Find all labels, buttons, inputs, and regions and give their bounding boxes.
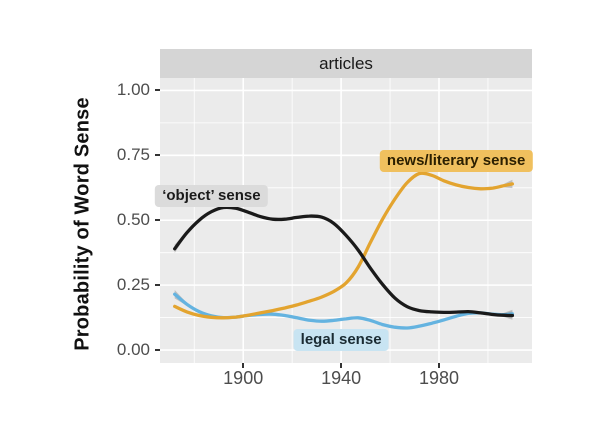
x-axis-tick-mark: [340, 363, 343, 368]
x-axis-tick-mark: [242, 363, 245, 368]
y-axis-tick-mark: [155, 284, 160, 287]
object-sense-label: ‘object’ sense: [155, 185, 268, 208]
y-axis-title: Probability of Word Sense: [71, 97, 94, 351]
legal-sense-label: legal sense: [293, 328, 389, 351]
x-axis-tick-mark: [438, 363, 440, 368]
plot-area: [160, 78, 532, 363]
plot-panel: ‘object’ sense news/literary sense legal…: [155, 78, 533, 363]
y-axis-tick-label: 1.00: [116, 80, 150, 100]
facet-strip: articles: [160, 49, 532, 78]
news-literary-sense-label: news/literary sense: [379, 149, 533, 172]
y-axis-tick-mark: [155, 89, 160, 92]
y-axis-tick-mark: [155, 349, 160, 352]
x-axis-tick-label: 1900: [223, 368, 264, 388]
y-axis-tick-label: 0.75: [116, 145, 150, 165]
y-axis-tick-label: 0.50: [116, 210, 150, 230]
x-axis-tick-label: 1940: [321, 368, 362, 388]
facet-title: articles: [319, 53, 373, 73]
series-line-news-literary-sense: [173, 171, 515, 320]
y-axis-tick-label: 0.25: [116, 275, 150, 295]
series-line-object-sense: [173, 205, 515, 318]
y-axis-tick-mark: [155, 154, 160, 157]
y-axis-tick-mark: [155, 219, 160, 222]
x-axis-tick-label: 1980: [418, 368, 460, 388]
y-axis-tick-label: 0.00: [116, 340, 150, 360]
